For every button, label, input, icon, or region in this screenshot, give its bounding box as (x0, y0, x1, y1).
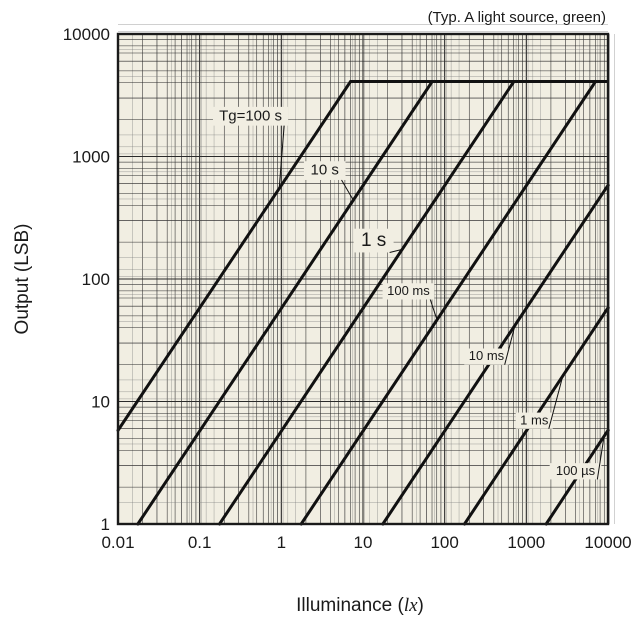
series-line (136, 79, 434, 526)
curve-label-leader (596, 436, 605, 480)
series-line (218, 79, 516, 526)
y-axis-title: Output (LSB) (12, 224, 33, 335)
y-tick-label: 10 (91, 393, 110, 412)
x-tick-label: 1000 (507, 533, 545, 552)
grid (117, 24, 615, 525)
curve-label: Tg=100 s (219, 107, 282, 124)
x-axis-title-unit: lx (404, 595, 418, 616)
y-tick-label: 100 (82, 270, 110, 289)
x-tick-label: 10000 (584, 533, 631, 552)
curve-label-leader (389, 248, 403, 253)
y-tick-label: 1 (101, 515, 110, 534)
curve-label-leader (429, 299, 438, 320)
curve-label-bg (212, 106, 289, 126)
curve-label: 10 s (311, 162, 339, 179)
x-tick-label: 0.1 (188, 533, 212, 552)
x-tick-labels: 0.01 0.1 1 10 100 1000 10000 (101, 533, 631, 552)
y-tick-label: 1000 (72, 148, 110, 167)
series-line (299, 79, 598, 526)
curve-label-bg (549, 463, 602, 480)
curve-label: 100 µs (556, 463, 596, 478)
x-tick-label: 1 (277, 533, 286, 552)
y-tick-label: 10000 (63, 25, 110, 44)
chart-annotation: (Typ. A light source, green) (428, 9, 606, 26)
plot-frame (116, 32, 610, 526)
curve-label-bg (353, 228, 394, 253)
curve-label: 1 ms (520, 412, 549, 427)
x-tick-label: 100 (430, 533, 458, 552)
curve-label-leader (278, 125, 285, 189)
x-tick-label: 0.01 (101, 533, 134, 552)
y-tick-labels: 1 10 100 1000 10000 (63, 25, 110, 534)
curve-label-leader (341, 179, 354, 201)
x-axis-title-close: ) (418, 595, 424, 616)
curve-label-leader (504, 324, 516, 365)
curve-label: 1 s (361, 230, 386, 251)
curve-labels: Tg=100 s 10 s 1 s 100 ms 10 ms 1 ms 100 µs (212, 106, 605, 480)
curve-label: 10 ms (469, 348, 505, 363)
curve-label-leader (548, 375, 564, 429)
curve-label-bg (382, 283, 435, 300)
x-tick-label: 10 (354, 533, 373, 552)
x-axis-title-text: Illuminance ( (296, 595, 404, 616)
series-layer (116, 79, 610, 526)
curve-label: 100 ms (387, 283, 430, 298)
curve-label-bg (464, 348, 509, 365)
curve-label-bg (515, 412, 553, 429)
curve-label-bg (303, 161, 346, 180)
series-line (116, 79, 353, 432)
x-axis-title: Illuminance (lx) (296, 595, 424, 616)
